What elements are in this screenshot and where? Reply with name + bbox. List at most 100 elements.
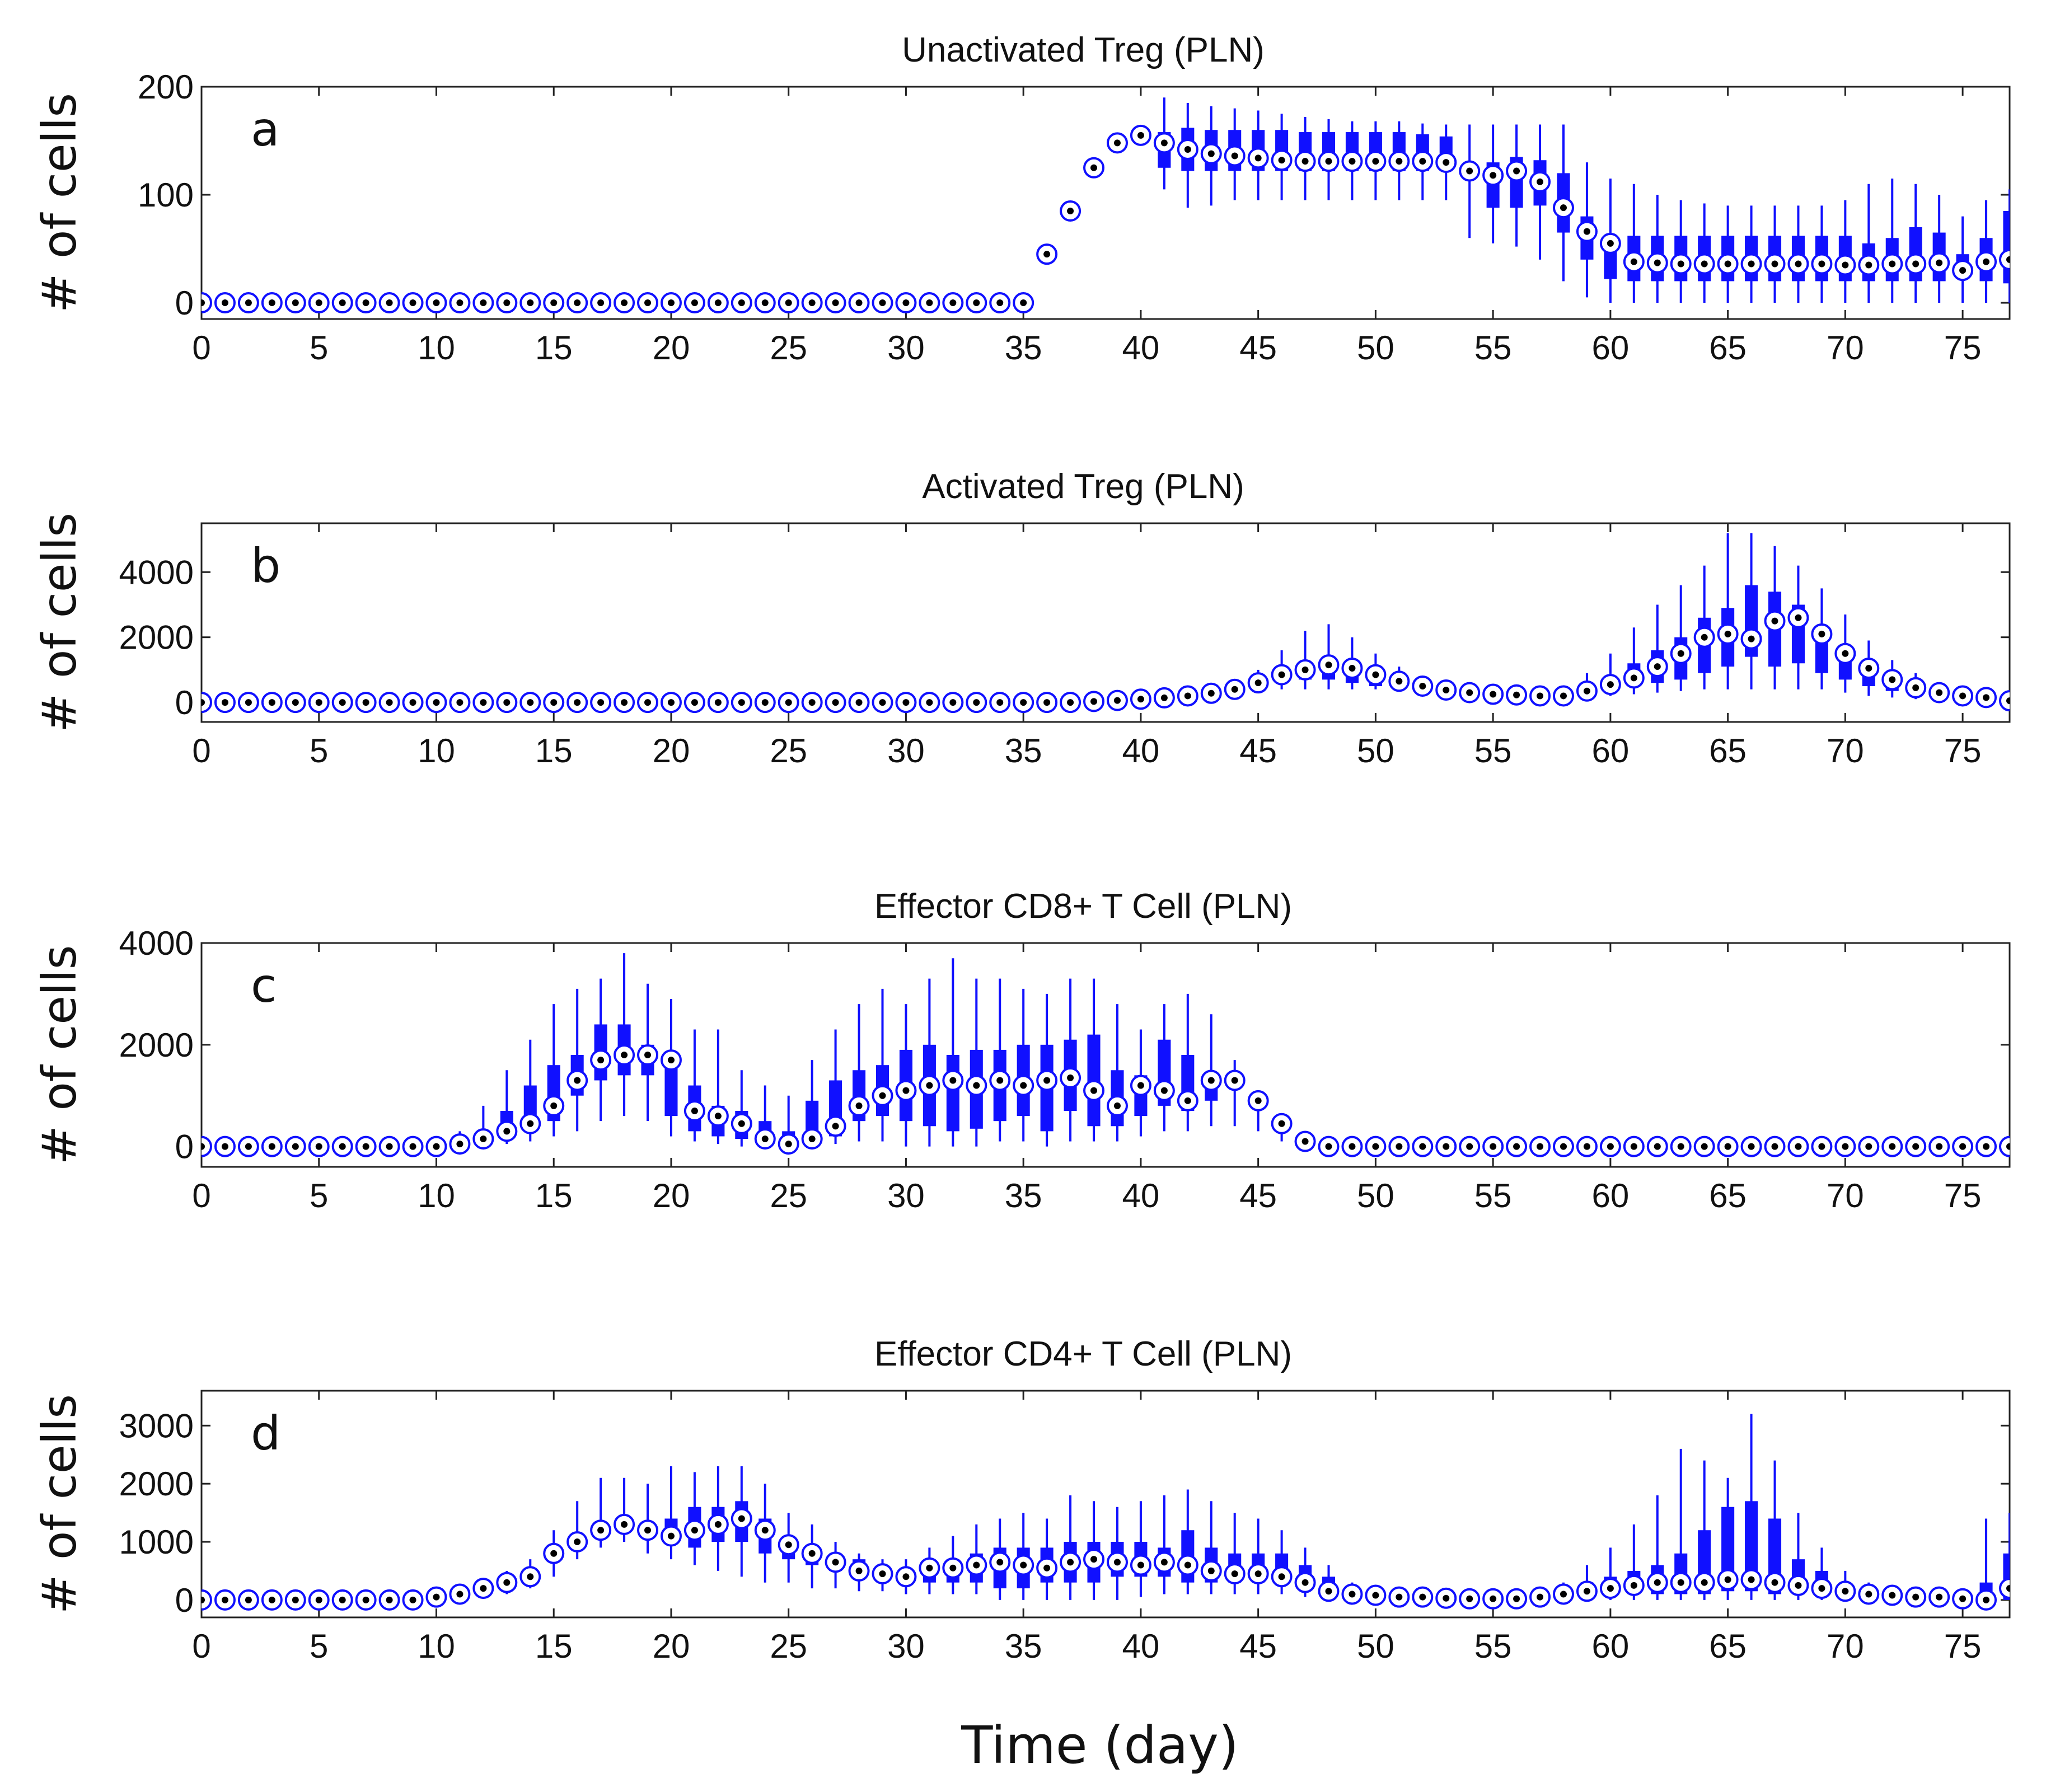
box-39 xyxy=(1106,1004,1128,1142)
median-dot xyxy=(879,1092,886,1099)
box-0 xyxy=(202,1136,212,1157)
box-10 xyxy=(425,292,447,314)
box-65 xyxy=(1717,1477,1739,1600)
box-12 xyxy=(472,692,494,714)
box-64 xyxy=(1693,203,1715,303)
median-dot xyxy=(1607,1143,1614,1150)
median-dot xyxy=(433,1593,440,1601)
box-8 xyxy=(378,1136,400,1157)
median-dot xyxy=(292,1143,299,1150)
median-dot xyxy=(1090,1087,1098,1094)
box-30 xyxy=(895,1004,917,1147)
box-11 xyxy=(449,692,471,714)
box-73 xyxy=(1905,184,1927,303)
median-dot xyxy=(221,1143,228,1150)
median-dot xyxy=(386,699,393,706)
median-dot xyxy=(1560,1591,1567,1598)
x-tick-label: 60 xyxy=(1592,1177,1630,1214)
box-75 xyxy=(1952,216,1974,303)
median-dot xyxy=(527,299,534,307)
median-dot xyxy=(926,1082,933,1089)
box-74 xyxy=(1928,682,1950,703)
median-dot xyxy=(832,1123,839,1130)
panel-c: Effector CD8+ T Cell (PLN) 0 5 10 15 20 25 30 35… xyxy=(32,887,2011,1214)
x-tick-label: 45 xyxy=(1239,1177,1277,1214)
box-37 xyxy=(1060,1495,1081,1600)
box-41 xyxy=(1153,687,1175,709)
box-53 xyxy=(1435,124,1457,200)
box-70 xyxy=(1834,1570,1856,1602)
median-dot xyxy=(245,1143,252,1150)
box-49 xyxy=(1341,637,1363,689)
median-dot xyxy=(1865,1143,1872,1150)
median-dot xyxy=(339,1596,346,1603)
median-dot xyxy=(1490,172,1497,179)
box-55 xyxy=(1482,683,1504,705)
median-dot xyxy=(1067,207,1074,214)
box-42 xyxy=(1177,993,1198,1132)
median-dot xyxy=(1842,261,1849,269)
median-dot xyxy=(1207,689,1215,697)
box-76 xyxy=(1975,687,1997,709)
box-55 xyxy=(1482,1588,1504,1610)
median-dot xyxy=(268,1143,275,1150)
box-70 xyxy=(1834,614,1856,693)
box-12 xyxy=(472,1578,494,1599)
box-21 xyxy=(683,692,705,714)
median-dot xyxy=(1983,1143,1990,1150)
box-1 xyxy=(214,292,236,314)
box-71 xyxy=(1858,1582,1880,1605)
box-6 xyxy=(331,1589,353,1611)
median-dot xyxy=(1748,1143,1755,1150)
median-dot xyxy=(832,1559,839,1566)
box-72 xyxy=(1881,1136,1903,1157)
median-dot xyxy=(1043,1564,1051,1571)
y-axis-label: # of cells xyxy=(32,513,87,733)
box-65 xyxy=(1717,205,1739,303)
box-42 xyxy=(1177,102,1198,208)
box-22 xyxy=(707,692,729,714)
median-dot xyxy=(1372,671,1379,678)
median-dot xyxy=(202,1596,205,1603)
x-tick-label: 50 xyxy=(1357,329,1394,367)
median-dot xyxy=(1372,1592,1379,1599)
median-dot xyxy=(1701,1579,1708,1586)
box-66 xyxy=(1740,533,1762,689)
iqr-box xyxy=(664,1065,678,1117)
median-dot xyxy=(1771,617,1778,625)
box-18 xyxy=(614,953,635,1117)
median-dot xyxy=(1936,1143,1943,1150)
box-19 xyxy=(637,983,659,1122)
box-17 xyxy=(590,1477,612,1548)
median-dot xyxy=(855,1567,863,1574)
x-tick-label: 40 xyxy=(1122,1177,1160,1214)
median-dot xyxy=(1207,150,1215,157)
median-dot xyxy=(1936,259,1943,266)
box-35 xyxy=(1013,692,1034,714)
x-tick-label: 75 xyxy=(1944,329,1982,367)
box-64 xyxy=(1693,565,1715,689)
median-dot xyxy=(808,299,816,307)
median-marker xyxy=(1999,248,2010,270)
box-57 xyxy=(1529,1586,1551,1608)
box-20 xyxy=(660,692,682,714)
box-39 xyxy=(1106,689,1128,711)
median-dot xyxy=(1349,1143,1356,1150)
median-dot xyxy=(480,699,487,706)
median-dot xyxy=(1654,259,1661,266)
median-dot xyxy=(973,1561,980,1569)
panel-letter: b xyxy=(251,538,280,593)
box-58 xyxy=(1552,1136,1574,1157)
x-tick-label: 20 xyxy=(653,329,690,367)
box-63 xyxy=(1670,1448,1692,1600)
median-dot xyxy=(691,1527,698,1534)
x-tick-label: 5 xyxy=(310,1627,328,1665)
median-dot xyxy=(1748,260,1755,268)
box-18 xyxy=(614,1477,635,1542)
box-14 xyxy=(519,292,541,314)
median-dot xyxy=(1630,1143,1637,1150)
box-50 xyxy=(1365,1136,1387,1157)
box-54 xyxy=(1459,1136,1481,1157)
y-tick-label: 100 xyxy=(138,176,194,214)
box-5 xyxy=(308,1589,330,1611)
